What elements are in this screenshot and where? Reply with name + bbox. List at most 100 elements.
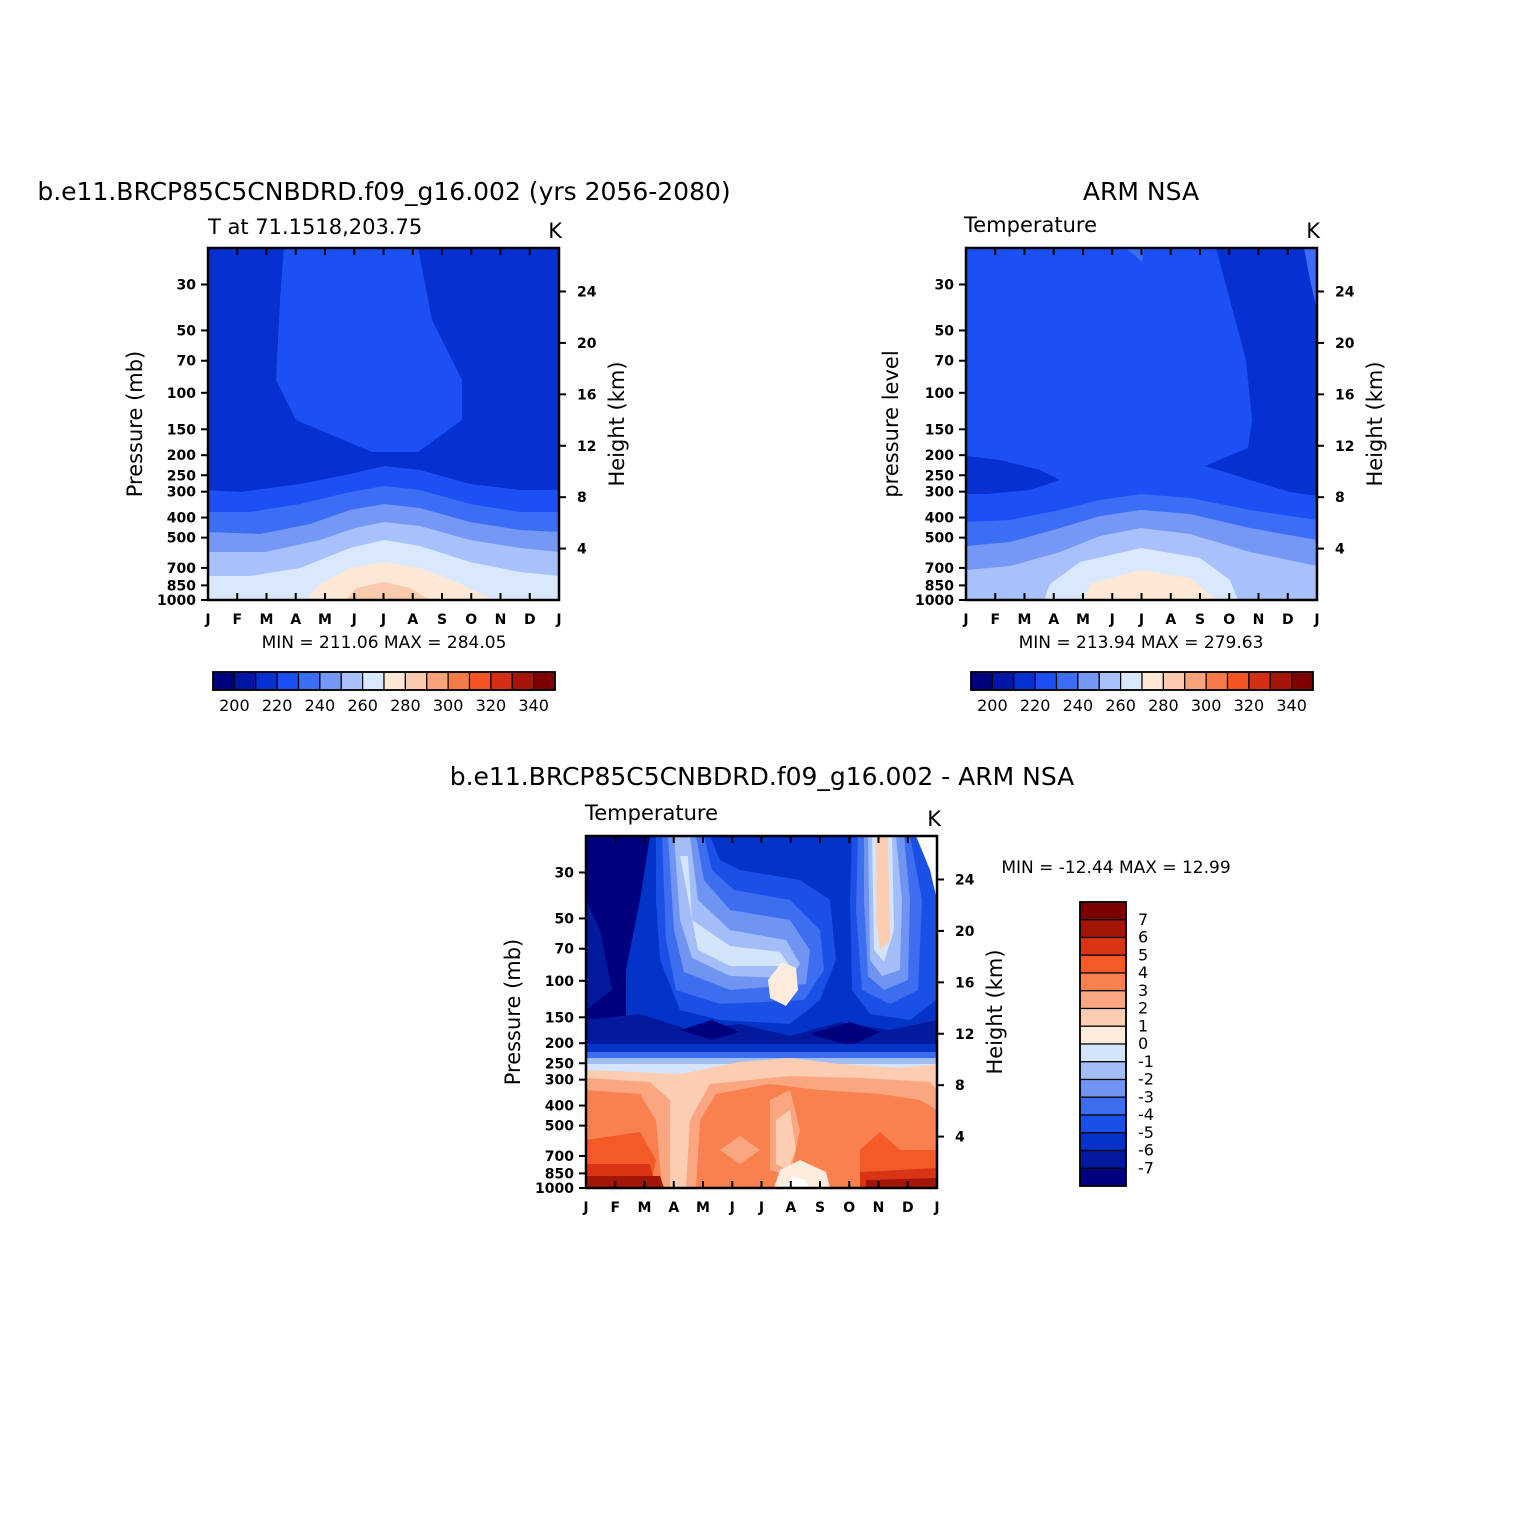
colorbar-label: 340 [1276, 696, 1307, 715]
colorbar-swatch [362, 671, 385, 691]
colorbar-label: 0 [1138, 1034, 1148, 1053]
colorbar-swatch [426, 671, 449, 691]
x-tick-label: M [696, 1200, 710, 1216]
height-tick-label: 12 [577, 439, 596, 455]
height-tick-label: 16 [1335, 387, 1354, 403]
panel-model-ylabel-right: Height (km) [605, 361, 629, 486]
colorbar-label: 300 [1191, 696, 1222, 715]
colorbar-label: 7 [1138, 910, 1148, 929]
colorbar-swatch [1077, 671, 1100, 691]
y-tick-label: 250 [545, 1056, 574, 1072]
height-tick-label: 8 [1335, 490, 1345, 506]
y-tick-label: 200 [925, 448, 954, 464]
y-tick-label: 70 [935, 354, 955, 370]
panel-diff-title: b.e11.BRCP85C5CNBDRD.f09_g16.002 - ARM N… [450, 762, 1075, 791]
height-tick-label: 12 [1335, 439, 1354, 455]
height-tick-label: 16 [955, 975, 974, 991]
panel-obs-units: K [1306, 219, 1321, 243]
y-tick-label: 30 [555, 865, 575, 881]
y-tick-label: 500 [167, 531, 196, 547]
colorbar-label: 240 [305, 696, 336, 715]
colorbar-swatch [1079, 1096, 1127, 1116]
height-tick-label: 4 [577, 542, 587, 558]
x-tick-label: D [1282, 612, 1294, 628]
panel-model-colorbar: 200 220 240 260 280 300 320 340 [212, 671, 556, 715]
colorbar-label: 1 [1138, 1016, 1148, 1035]
colorbar-label: 200 [977, 696, 1008, 715]
y-tick-label: 50 [177, 323, 197, 339]
x-tick-label: N [873, 1200, 885, 1216]
colorbar-label: 320 [1234, 696, 1265, 715]
y-tick-label: 150 [167, 422, 196, 438]
x-tick-label: O [843, 1200, 855, 1216]
colorbar-label: 340 [518, 696, 549, 715]
y-tick-label: 700 [167, 561, 196, 577]
panel-diff-stats: MIN = -12.44 MAX = 12.99 [1001, 858, 1230, 878]
y-tick-label: 300 [167, 485, 196, 501]
x-tick-label: D [524, 612, 536, 628]
y-tick-label: 70 [555, 942, 575, 958]
height-tick-label: 12 [955, 1027, 974, 1043]
y-tick-label: 30 [935, 277, 955, 293]
panel-diff-ylabel: Pressure (mb) [501, 939, 525, 1086]
colorbar-label: -4 [1138, 1105, 1154, 1124]
colorbar-label: 280 [390, 696, 421, 715]
colorbar-label: 280 [1148, 696, 1179, 715]
colorbar-swatch [1269, 671, 1293, 691]
colorbar-swatch [1079, 990, 1127, 1010]
panel-diff-axes: J F M A M J J A S O N D J305070100150200250300400500… [535, 836, 975, 1216]
y-tick-label: 500 [925, 531, 954, 547]
colorbar-swatch [1055, 671, 1079, 691]
colorbar-swatch [1079, 1132, 1127, 1152]
colorbar-swatch [383, 671, 406, 691]
panel-diff-contours [586, 836, 937, 1188]
y-tick-label: 100 [545, 974, 574, 990]
y-tick-label: 70 [177, 354, 197, 370]
colorbar-label: 220 [262, 696, 293, 715]
colorbar-label: -5 [1138, 1123, 1154, 1142]
height-tick-label: 8 [577, 490, 587, 506]
y-tick-label: 200 [545, 1036, 574, 1052]
panel-model-title: b.e11.BRCP85C5CNBDRD.f09_g16.002 (yrs 20… [37, 177, 730, 206]
colorbar-swatch [1079, 919, 1127, 939]
colorbar-swatch [1120, 671, 1143, 691]
panel-obs: ARM NSA Temperature K J F M A M J J A S O N D J30507… [879, 177, 1387, 715]
panel-obs-axes: J F M A M J J A S O N D J305070100150200250300400500… [915, 248, 1355, 628]
y-tick-label: 100 [925, 386, 954, 402]
colorbar-swatch [447, 671, 471, 691]
x-tick-label: F [610, 1200, 620, 1216]
colorbar-label: -6 [1138, 1141, 1154, 1160]
x-tick-label: M [318, 612, 332, 628]
x-tick-label: F [990, 612, 1000, 628]
panel-diff: b.e11.BRCP85C5CNBDRD.f09_g16.002 - ARM N… [450, 762, 1231, 1216]
colorbar-swatch [297, 671, 321, 691]
y-tick-label: 500 [545, 1119, 574, 1135]
x-tick-label: J [555, 612, 561, 628]
colorbar-swatch [970, 671, 993, 691]
panel-model-units: K [548, 219, 563, 243]
y-tick-label: 400 [925, 511, 954, 527]
y-tick-label: 400 [167, 511, 196, 527]
colorbar-swatch [404, 671, 428, 691]
panel-diff-subtitle: Temperature [584, 801, 718, 825]
x-tick-label: J [729, 1200, 735, 1216]
panel-diff-units: K [927, 807, 942, 831]
colorbar-swatch [1079, 936, 1127, 956]
height-tick-label: 20 [955, 924, 975, 940]
colorbar-label: -2 [1138, 1070, 1154, 1089]
x-tick-label: S [437, 612, 447, 628]
height-tick-label: 24 [1335, 285, 1355, 301]
y-tick-label: 1000 [535, 1181, 574, 1197]
colorbar-swatch [1184, 671, 1207, 691]
x-tick-label: D [902, 1200, 914, 1216]
colorbar-swatch [1079, 1007, 1127, 1027]
panel-obs-subtitle: Temperature [963, 213, 1097, 237]
height-tick-label: 24 [955, 873, 975, 889]
panel-obs-contours [966, 248, 1317, 600]
colorbar-label: 6 [1138, 928, 1148, 947]
y-tick-label: 200 [167, 448, 196, 464]
colorbar-label: -3 [1138, 1087, 1154, 1106]
x-tick-label: M [638, 1200, 652, 1216]
colorbar-swatch [468, 671, 492, 691]
